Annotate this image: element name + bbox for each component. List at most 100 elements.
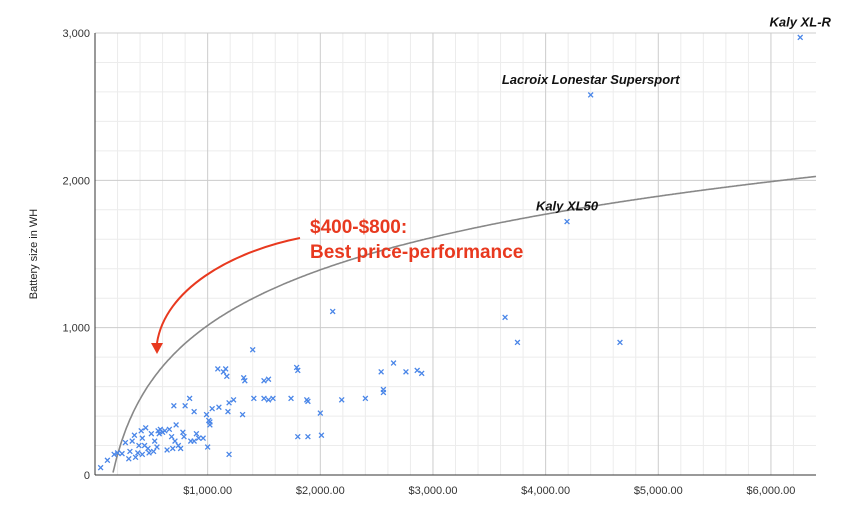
data-points: [97, 34, 804, 471]
x-tick-label: $4,000.00: [521, 485, 570, 497]
callout-line-2: Best price-performance: [310, 242, 523, 263]
data-point: [200, 435, 207, 442]
data-point: [214, 366, 221, 372]
data-point: [380, 386, 387, 393]
data-point: [207, 422, 213, 428]
data-point: [136, 442, 142, 449]
data-point: [265, 376, 272, 383]
data-point: [204, 444, 211, 450]
data-point: [414, 367, 421, 374]
data-point: [209, 405, 216, 412]
y-axis-label: Battery size in WH: [28, 209, 40, 300]
data-point: [403, 369, 409, 375]
data-point: [226, 399, 232, 406]
data-point: [195, 435, 202, 442]
data-point: [181, 433, 187, 440]
data-point: [180, 429, 186, 436]
point-annotation: Lacroix Lonestar Supersport: [502, 72, 680, 87]
data-point: [166, 426, 173, 433]
data-point: [150, 448, 157, 455]
data-point: [305, 398, 311, 405]
data-point: [514, 339, 521, 346]
data-point: [564, 218, 570, 225]
data-point: [182, 402, 188, 409]
data-point: [122, 439, 129, 446]
data-point: [132, 454, 139, 461]
point-annotation: Kaly XL-R: [770, 14, 832, 29]
callout-arrow: [156, 237, 301, 344]
data-point: [169, 445, 176, 452]
x-tick-label: $1,000.00: [183, 485, 232, 497]
grid-lines: [95, 32, 816, 475]
data-point: [104, 457, 111, 464]
y-tick-label: 1,000: [62, 323, 90, 335]
data-point: [241, 377, 248, 384]
data-point: [191, 408, 197, 415]
data-point: [317, 410, 324, 416]
data-point: [97, 464, 104, 471]
data-point: [131, 432, 138, 439]
data-point: [177, 445, 184, 452]
trendline-group: [112, 175, 817, 473]
x-tick-label: $6,000.00: [746, 485, 795, 497]
data-point: [186, 395, 193, 402]
x-tick-label: $5,000.00: [634, 485, 683, 497]
axes: $1,000.00 $2,000.00 $3,000.00 $4,000.00 $5,0…: [62, 28, 816, 497]
y-tick-label: 2,000: [62, 175, 90, 187]
data-point: [154, 444, 160, 450]
y-tick-label: 0: [84, 470, 90, 482]
data-point: [125, 455, 132, 462]
data-point: [127, 448, 133, 455]
data-point: [226, 451, 232, 458]
data-point: [161, 427, 168, 434]
data-point: [362, 395, 369, 402]
data-point: [261, 377, 267, 384]
data-point: [170, 402, 177, 409]
data-point: [587, 92, 594, 98]
data-point: [138, 427, 145, 434]
data-point: [139, 451, 146, 458]
data-point: [119, 450, 125, 457]
data-point: [151, 438, 158, 444]
data-point: [329, 308, 336, 315]
data-point: [270, 395, 276, 402]
data-point: [223, 373, 230, 380]
data-point: [139, 435, 146, 442]
data-point: [294, 433, 301, 440]
data-point: [134, 450, 141, 456]
data-point: [250, 395, 257, 402]
data-point: [261, 395, 267, 402]
data-point: [129, 438, 136, 444]
callout-line-1: $400-$800:: [310, 217, 407, 238]
data-point: [145, 445, 151, 452]
data-point: [111, 451, 118, 458]
data-point: [114, 450, 121, 456]
data-point: [156, 430, 163, 437]
y-tick-label: 3,000: [62, 28, 90, 40]
data-point: [265, 397, 272, 403]
data-point: [203, 411, 210, 418]
data-point: [142, 424, 149, 431]
data-point: [168, 433, 175, 440]
point-annotations: Kaly XL-R Lacroix Lonestar Supersport Kaly…: [502, 14, 832, 213]
data-point: [172, 438, 178, 444]
data-point: [418, 370, 425, 377]
data-point: [249, 346, 256, 353]
data-point: [239, 411, 246, 418]
data-point: [216, 404, 222, 411]
point-annotation: Kaly XL50: [536, 199, 599, 214]
callout-arrowhead: [151, 343, 163, 354]
data-point: [230, 397, 237, 403]
data-point: [338, 397, 345, 403]
data-point: [318, 432, 325, 439]
data-point: [288, 395, 294, 402]
data-point: [617, 339, 623, 346]
data-point: [148, 430, 155, 437]
callout: $400-$800: Best price-performance: [151, 217, 523, 354]
data-point: [191, 438, 197, 444]
data-point: [502, 314, 508, 321]
data-point: [390, 360, 397, 366]
data-point: [225, 408, 231, 415]
data-point: [305, 433, 311, 440]
